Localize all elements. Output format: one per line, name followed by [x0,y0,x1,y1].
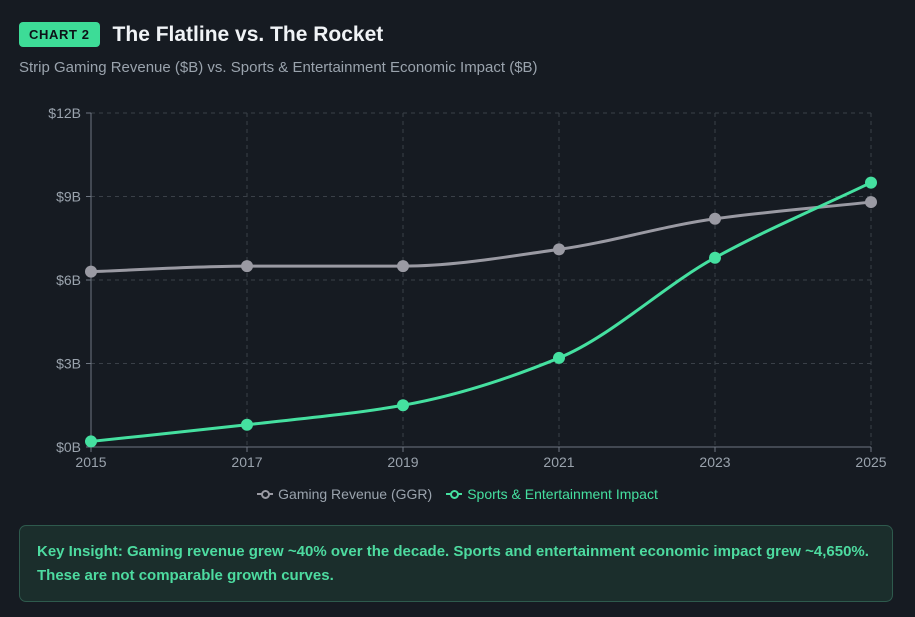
data-point-gaming-2025 [865,196,877,209]
chart-title: The Flatline vs. The Rocket [112,22,384,46]
legend-item-sports[interactable]: Sports & Entertainment Impact [446,486,658,502]
y-tick-label: $6B [56,272,81,288]
legend-label-gaming: Gaming Revenue (GGR) [278,486,433,502]
x-tick-label: 2017 [231,454,262,470]
key-insight-box: Key Insight: Gaming revenue grew ~40% ov… [19,525,893,602]
legend-label-sports: Sports & Entertainment Impact [467,486,658,502]
legend-item-gaming[interactable]: Gaming Revenue (GGR) [257,486,432,502]
y-tick-label: $12B [48,105,81,121]
data-point-gaming-2021 [553,243,565,256]
data-point-sports-2021 [553,351,565,364]
data-point-gaming-2015 [85,265,97,278]
series-line-gaming [89,200,873,274]
chart-header: CHART 2 The Flatline vs. The Rocket [19,22,383,47]
data-point-gaming-2019 [397,260,409,273]
data-point-sports-2015 [85,435,97,448]
legend-swatch-sports [446,489,463,499]
line-chart: $0B $3B $6B $9B $12B 2015 2017 2019 2021 2023 2025 [48,105,886,470]
x-tick-label: 2021 [543,454,574,470]
data-point-sports-2019 [397,399,409,412]
data-point-sports-2023 [709,251,721,264]
data-point-gaming-2023 [709,212,721,225]
x-tick-label: 2023 [699,454,730,470]
series-line-sports [89,181,873,443]
chart-legend: Gaming Revenue (GGR) Sports & Entertainm… [0,486,915,502]
y-tick-label: $3B [56,356,81,372]
y-tick-label: $0B [56,439,81,455]
x-tick-label: 2025 [855,454,886,470]
data-point-gaming-2017 [241,260,253,273]
data-point-sports-2025 [865,176,877,189]
legend-swatch-gaming [257,489,274,499]
x-tick-label: 2019 [387,454,418,470]
chart-badge: CHART 2 [19,22,100,47]
chart-subtitle: Strip Gaming Revenue ($B) vs. Sports & E… [19,59,538,76]
key-insight-text: Key Insight: Gaming revenue grew ~40% ov… [37,543,869,584]
x-tick-label: 2015 [75,454,106,470]
data-point-sports-2017 [241,418,253,431]
y-tick-label: $9B [56,189,81,205]
